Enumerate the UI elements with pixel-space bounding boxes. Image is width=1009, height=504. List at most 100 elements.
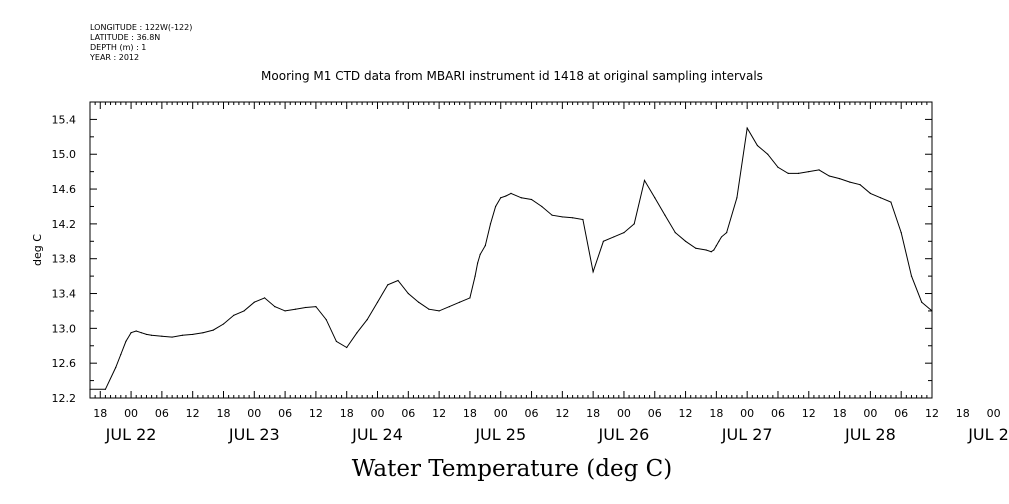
x-tick-label: 06 xyxy=(648,407,662,420)
data-point xyxy=(695,247,697,249)
y-axis-label: deg C xyxy=(31,234,44,266)
data-point xyxy=(510,192,512,195)
x-tick-label: 06 xyxy=(401,407,415,420)
day-label: JUL 23 xyxy=(228,425,280,444)
meta-depth: DEPTH (m) : 1 xyxy=(90,43,146,52)
day-label: JUL 28 xyxy=(844,425,896,444)
day-label: JUL 27 xyxy=(721,425,773,444)
data-point xyxy=(335,340,338,343)
data-point xyxy=(284,310,286,312)
data-point xyxy=(305,306,307,309)
x-tick-label: 12 xyxy=(679,407,693,420)
y-tick-label: 12.2 xyxy=(52,392,77,405)
x-tick-label: 18 xyxy=(709,407,723,420)
y-tick-label: 15.0 xyxy=(52,148,77,161)
data-point xyxy=(572,217,574,219)
x-tick-label: 18 xyxy=(833,407,847,420)
x-tick-label: 18 xyxy=(463,407,477,420)
x-tick-label: 12 xyxy=(925,407,939,420)
x-tick-label: 00 xyxy=(494,407,508,420)
x-tick-label: 00 xyxy=(863,407,877,420)
data-point xyxy=(715,245,717,247)
data-point xyxy=(931,310,933,312)
data-point xyxy=(859,184,861,186)
x-tick-label: 12 xyxy=(186,407,200,420)
data-point xyxy=(192,333,194,336)
data-point xyxy=(777,166,779,168)
x-tick-label: 00 xyxy=(617,407,631,420)
data-point xyxy=(561,216,563,218)
data-point xyxy=(397,279,399,282)
plot-frame xyxy=(89,101,933,399)
data-point xyxy=(541,205,543,208)
x-tick-label: 12 xyxy=(432,407,446,420)
x-tick-label: 18 xyxy=(93,407,107,420)
data-point xyxy=(890,201,892,203)
data-point xyxy=(161,335,163,337)
data-point xyxy=(356,332,358,334)
data-point xyxy=(643,179,646,181)
day-label: JUL 29 xyxy=(967,425,1009,444)
data-point xyxy=(921,301,923,303)
data-point xyxy=(151,334,153,336)
data-point xyxy=(494,205,497,208)
data-point xyxy=(736,197,738,199)
meta-year: YEAR : 2012 xyxy=(89,53,139,62)
y-tick-label: 13.0 xyxy=(52,322,77,335)
data-point xyxy=(797,172,800,174)
data-point xyxy=(602,240,605,242)
data-point xyxy=(243,310,245,312)
day-label: JUL 25 xyxy=(474,425,526,444)
x-tick-label: 00 xyxy=(740,407,754,420)
meta-longitude: LONGITUDE : 122W(-122) xyxy=(90,23,192,32)
data-point xyxy=(818,169,820,171)
y-tick-label: 12.6 xyxy=(52,357,77,370)
data-point xyxy=(263,297,266,299)
data-point xyxy=(120,353,122,356)
data-point xyxy=(479,253,481,255)
series-line xyxy=(90,126,933,390)
x-tick-label: 12 xyxy=(802,407,816,420)
data-point xyxy=(664,214,666,216)
x-tick-label: 12 xyxy=(555,407,569,420)
data-point xyxy=(756,144,759,147)
x-tick-label: 00 xyxy=(124,407,138,420)
data-point xyxy=(104,388,107,390)
data-point xyxy=(520,197,522,199)
data-point xyxy=(407,292,409,295)
data-point xyxy=(459,301,461,303)
x-tick-label: 12 xyxy=(309,407,323,420)
data-point xyxy=(654,197,656,199)
data-point xyxy=(366,319,368,321)
data-point xyxy=(500,197,502,199)
chart-title: Mooring M1 CTD data from MBARI instrumen… xyxy=(261,69,763,83)
data-point xyxy=(428,308,430,310)
y-tick-label: 13.8 xyxy=(52,253,77,266)
data-point xyxy=(417,301,420,303)
data-point xyxy=(613,236,615,238)
data-point xyxy=(623,231,625,234)
data-point xyxy=(438,310,440,312)
x-tick-label: 00 xyxy=(371,407,385,420)
data-point xyxy=(726,231,728,234)
data-point xyxy=(746,127,748,129)
x-tick-label: 06 xyxy=(894,407,908,420)
data-point xyxy=(325,319,327,321)
y-tick-label: 14.6 xyxy=(52,183,77,196)
data-point xyxy=(125,340,127,343)
x-tick-label: 18 xyxy=(956,407,970,420)
data-point xyxy=(849,181,851,183)
data-point xyxy=(145,333,148,336)
data-point xyxy=(274,305,276,308)
data-point xyxy=(900,231,902,234)
data-point xyxy=(808,171,810,173)
data-point xyxy=(233,314,235,316)
data-point xyxy=(787,172,789,174)
data-point xyxy=(880,197,882,199)
x-tick-label: 18 xyxy=(586,407,600,420)
data-point xyxy=(718,240,720,242)
x-tick-label: 00 xyxy=(247,407,261,420)
meta-latitude: LATITUDE : 36.8N xyxy=(90,33,160,42)
y-tick-label: 15.4 xyxy=(52,113,77,126)
